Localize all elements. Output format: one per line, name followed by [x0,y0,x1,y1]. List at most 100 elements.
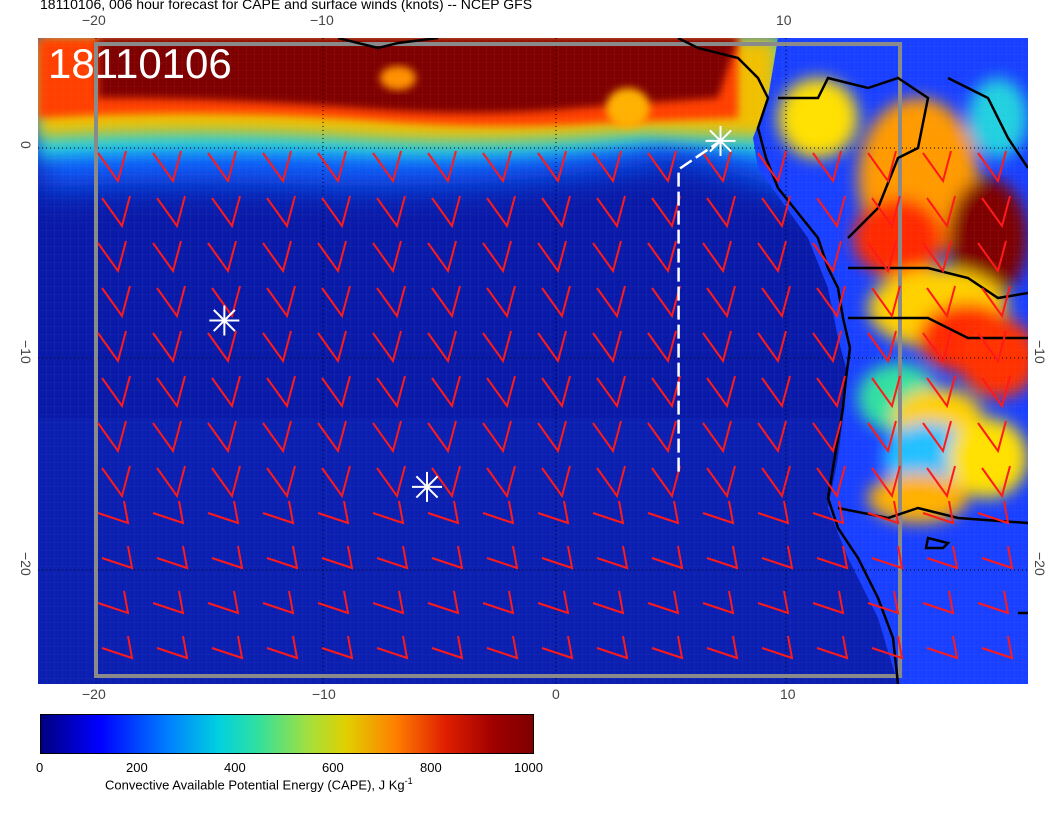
wind-barb [706,195,736,229]
wind-barb [537,500,570,525]
wind-barb [152,240,182,274]
colorbar-tick-600: 600 [322,760,344,775]
wind-barb [977,500,1010,525]
wind-barb [541,375,571,409]
wind-barb [431,285,461,319]
wind-barbs [97,150,1014,660]
wind-barb [486,465,516,499]
wind-barb [651,375,681,409]
wind-barb [321,285,351,319]
wind-barb [482,590,515,615]
wind-barb [97,420,127,454]
wind-barb [482,150,512,184]
wind-barb [647,150,677,184]
wind-barb [97,240,127,274]
wind-barb [541,545,574,570]
wind-barb [596,465,626,499]
wind-barb [596,375,626,409]
wind-barb [596,285,626,319]
bottom-lon-tick-3: 0 [552,686,560,702]
wind-barb [486,285,516,319]
wind-barb [156,465,186,499]
wind-barb [376,195,406,229]
wind-barb [537,420,567,454]
wind-barb [926,465,956,499]
wind-barb [812,330,842,364]
wind-barb [266,285,296,319]
date-stamp: 18110106 [48,40,232,87]
wind-barb [156,285,186,319]
wind-barb [647,420,677,454]
wind-barb [981,635,1014,660]
wind-barb [871,375,901,409]
wind-barb [152,330,182,364]
wind-barb [266,375,296,409]
wind-barb [647,240,677,274]
wind-barb [372,590,405,615]
wind-barb [757,150,787,184]
wind-barb [317,240,347,274]
wind-barb [816,545,849,570]
wind-barb [431,375,461,409]
wind-barb [152,590,185,615]
wind-barb [431,545,464,570]
wind-barb [372,500,405,525]
wind-barb [812,150,842,184]
wind-barb [207,590,240,615]
wind-barb [977,420,1007,454]
star-marker-south [412,471,443,502]
wind-barb [97,330,127,364]
wind-barb [981,375,1011,409]
wind-barb [867,420,897,454]
wind-barb [211,375,241,409]
wind-barb [541,465,571,499]
wind-barb [262,330,292,364]
wind-barb [977,330,1007,364]
wind-barb [647,590,680,615]
wind-barb [871,465,901,499]
wind-barb [321,545,354,570]
wind-barb [761,545,794,570]
wind-barb [262,420,292,454]
wind-barb [537,240,567,274]
left-lat-tick-1: 0 [18,141,34,149]
colorbar-label: Convective Available Potential Energy (C… [105,776,413,792]
wind-barb [537,330,567,364]
wind-barb [427,500,460,525]
page-title: 18110106, 006 hour forecast for CAPE and… [40,0,533,12]
wind-barb [922,150,952,184]
wind-barb [427,150,457,184]
wind-barb [981,195,1011,229]
star-marker-west [209,305,240,336]
wind-barb [702,420,732,454]
wind-barb [211,545,244,570]
bottom-lon-tick-1: −20 [82,686,106,702]
wind-barb [926,375,956,409]
wind-barb [97,150,127,184]
wind-barb [317,150,347,184]
wind-barb [486,375,516,409]
bottom-lon-tick-2: −10 [312,686,336,702]
wind-barb [317,590,350,615]
wind-barb [702,330,732,364]
wind-barb [266,545,299,570]
wind-barb [97,590,130,615]
markers [209,125,736,502]
top-lon-tick-2: −10 [310,12,334,28]
wind-barb [372,420,402,454]
wind-barb [152,150,182,184]
wind-barb [317,420,347,454]
top-lon-tick-3: 10 [776,12,792,28]
wind-barb [207,240,237,274]
wind-barb [922,590,955,615]
bottom-lon-tick-4: 10 [780,686,796,702]
map-canvas [38,38,1028,684]
wind-barb [486,545,519,570]
wind-barb [537,150,567,184]
wind-barb [376,375,406,409]
wind-barb [926,635,959,660]
colorbar-tick-1000: 1000 [514,760,543,775]
wind-barb [482,240,512,274]
wind-barb [541,635,574,660]
wind-barb [922,420,952,454]
